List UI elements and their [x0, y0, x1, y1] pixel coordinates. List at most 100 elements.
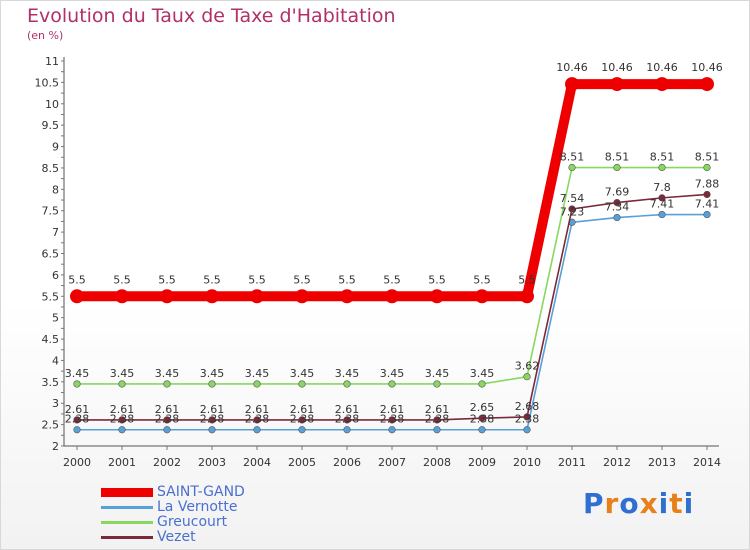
data-point — [610, 77, 624, 92]
data-label: 2.61 — [245, 403, 270, 416]
data-point — [208, 416, 216, 424]
data-point — [208, 380, 216, 388]
data-point — [115, 289, 129, 304]
data-label: 3.45 — [425, 367, 450, 380]
data-label: 2.61 — [200, 403, 225, 416]
data-point — [118, 416, 126, 424]
data-label: 2.38 — [425, 413, 450, 426]
y-tick-label: 2.5 — [42, 419, 60, 432]
data-point — [118, 380, 126, 388]
data-point — [658, 210, 666, 219]
data-label: 7.41 — [650, 198, 675, 211]
data-point — [658, 194, 666, 202]
legend-swatch — [101, 506, 153, 509]
data-point — [523, 373, 531, 381]
data-point — [433, 380, 441, 388]
data-label: 2.38 — [245, 413, 270, 426]
y-tick-label: 9.5 — [42, 119, 60, 132]
data-point — [343, 426, 351, 434]
y-tick-label: 9 — [52, 141, 59, 154]
data-label: 3.45 — [470, 367, 495, 380]
data-label: 3.45 — [65, 367, 90, 380]
data-point — [565, 77, 579, 92]
y-tick-label: 7 — [52, 226, 59, 239]
y-tick-label: 5 — [52, 312, 59, 325]
data-label: 8.51 — [650, 151, 675, 164]
data-label: 2.65 — [470, 401, 495, 414]
data-label: 5.5 — [113, 273, 131, 286]
logo-letter: x — [639, 487, 659, 520]
y-tick-label: 3.5 — [42, 376, 60, 389]
data-point — [613, 163, 621, 172]
data-point — [523, 426, 531, 434]
data-point — [478, 414, 486, 422]
data-label: 10.46 — [601, 61, 633, 74]
data-label: 3.45 — [155, 367, 180, 380]
data-point — [388, 380, 396, 388]
data-point — [298, 380, 306, 388]
data-label: 10.46 — [646, 61, 678, 74]
data-label: 7.54 — [560, 192, 585, 205]
data-point — [253, 380, 261, 388]
data-label: 7.69 — [605, 186, 630, 199]
data-label: 8.51 — [695, 151, 720, 164]
data-label: 5.5 — [383, 273, 401, 286]
x-tick-label: 2014 — [693, 456, 721, 469]
data-point — [343, 416, 351, 424]
data-point — [478, 426, 486, 434]
data-label: 2.61 — [110, 403, 135, 416]
data-label: 7.34 — [605, 201, 630, 214]
data-label: 2.61 — [380, 403, 405, 416]
data-label: 10.46 — [691, 61, 723, 74]
logo-letter: o — [619, 487, 640, 520]
data-label: 2.68 — [515, 400, 540, 413]
data-label: 2.38 — [200, 413, 225, 426]
x-tick-label: 2007 — [378, 456, 406, 469]
data-point — [655, 77, 669, 92]
data-label: 2.38 — [65, 413, 90, 426]
data-label: 2.38 — [110, 413, 135, 426]
data-point — [253, 426, 261, 434]
x-tick-label: 2003 — [198, 456, 226, 469]
data-point — [430, 289, 444, 304]
data-point — [523, 413, 531, 421]
y-tick-label: 3 — [52, 397, 59, 410]
data-label: 3.45 — [245, 367, 270, 380]
data-labels: 2.38 2.38 2.38 2.38 2.38 2.38 2.38 2.38 2.38 2.38… — [65, 61, 723, 426]
data-label: 7.41 — [695, 198, 720, 211]
y-tick-label: 4 — [52, 354, 59, 367]
data-label: 2.61 — [290, 403, 315, 416]
legend-swatch — [101, 536, 153, 539]
x-tick-label: 2004 — [243, 456, 271, 469]
y-tick-label: 4.5 — [42, 333, 60, 346]
legend-label: Greucourt — [157, 514, 228, 530]
x-tick-label: 2008 — [423, 456, 451, 469]
data-point — [385, 289, 399, 304]
y-tick-label: 8 — [52, 183, 59, 196]
logo-letter: r — [604, 487, 620, 520]
logo-letter: i — [683, 487, 695, 520]
x-tick-label: 2000 — [63, 456, 91, 469]
x-tick-label: 2012 — [603, 456, 631, 469]
data-label: 2.38 — [380, 413, 405, 426]
series-line — [76, 213, 708, 431]
data-point — [160, 289, 174, 304]
logo-letter: i — [658, 487, 670, 520]
x-tick-label: 2011 — [558, 456, 586, 469]
data-label: 2.38 — [335, 413, 360, 426]
data-label: 2.38 — [155, 413, 180, 426]
data-point — [118, 426, 126, 434]
x-tick-label: 2006 — [333, 456, 361, 469]
data-point — [250, 289, 264, 304]
data-label: 7.23 — [560, 205, 585, 218]
series-lines — [70, 77, 714, 434]
data-point — [568, 163, 576, 172]
y-tick-label: 8.5 — [42, 162, 60, 175]
data-label: 3.45 — [110, 367, 135, 380]
data-label: 5.5 — [338, 273, 356, 286]
data-label: 5.5 — [518, 273, 536, 286]
data-point — [73, 380, 81, 388]
x-tick-label: 2013 — [648, 456, 676, 469]
